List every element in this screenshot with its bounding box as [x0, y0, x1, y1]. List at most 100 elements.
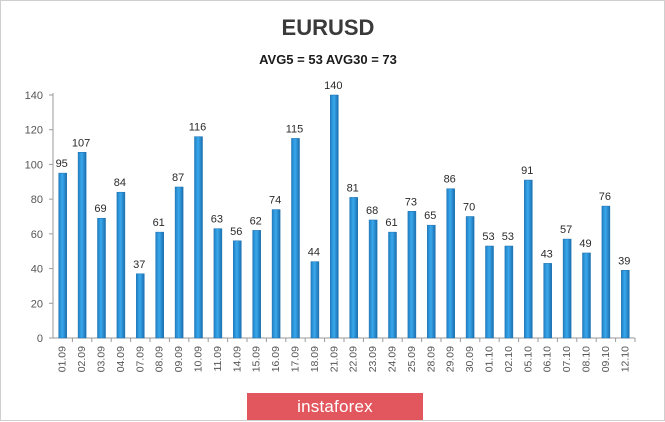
x-tick-label: 09.09	[173, 346, 185, 372]
data-label: 116	[189, 122, 207, 134]
data-label: 53	[502, 231, 514, 243]
data-label: 43	[541, 248, 553, 260]
data-label: 49	[579, 238, 591, 250]
x-tick-label: 24.09	[387, 346, 399, 372]
x-tick-label: 11.09	[212, 346, 224, 372]
bar	[233, 240, 242, 339]
data-label: 86	[444, 174, 456, 186]
bar	[582, 252, 591, 339]
chart-title: EURUSD	[282, 15, 375, 40]
x-tick-label: 04.09	[115, 346, 127, 372]
bar	[310, 261, 320, 339]
x-tick-label: 17.09	[290, 346, 302, 372]
bar	[213, 228, 223, 339]
y-tick-label: 20	[31, 298, 43, 310]
x-tick-label: 30.09	[464, 346, 476, 372]
bar	[601, 205, 611, 339]
data-label: 95	[56, 158, 68, 170]
x-tick-label: 09.10	[600, 346, 612, 372]
instaforex-watermark: instaforex	[247, 393, 423, 420]
x-tick-labels: 01.09 02.09 03.09 04.09 07.09 08.09 09.09 10.09…	[57, 346, 632, 372]
bar	[407, 211, 417, 339]
data-label: 73	[405, 196, 417, 208]
data-label: 115	[286, 123, 304, 135]
bar	[116, 191, 126, 339]
x-tick-label: 07.09	[134, 346, 146, 372]
axes	[49, 93, 636, 342]
x-tick-label: 18.09	[309, 346, 321, 372]
data-label: 91	[521, 165, 533, 177]
data-label: 74	[269, 195, 281, 207]
bar	[427, 224, 436, 339]
data-label: 87	[172, 172, 184, 184]
bar	[77, 152, 87, 339]
data-label: 44	[308, 247, 320, 259]
data-labels: 95 107 69 84 37 61 87 116 63 56 62 74 115 44 140 81 68 61…	[56, 80, 631, 271]
data-label: 76	[599, 191, 611, 203]
data-label: 69	[94, 203, 106, 215]
y-tick-label: 120	[25, 125, 43, 137]
bar	[368, 219, 378, 339]
bar	[446, 188, 455, 339]
x-tick-label: 05.10	[522, 346, 534, 372]
x-tick-label: 25.09	[406, 346, 418, 372]
bar	[524, 179, 533, 339]
data-label: 140	[324, 80, 342, 92]
x-tick-label: 12.10	[619, 346, 631, 372]
data-label: 70	[463, 202, 475, 214]
bar	[271, 209, 281, 339]
data-label: 53	[482, 231, 494, 243]
y-tick-label: 100	[25, 159, 43, 171]
data-label: 62	[250, 215, 262, 227]
bar	[388, 231, 397, 339]
y-tick-labels: 0 20 40 60 80 100 120 140	[25, 90, 43, 345]
x-tick-label: 01.10	[484, 346, 496, 372]
x-tick-label: 03.09	[96, 346, 108, 372]
y-tick-label: 0	[37, 333, 43, 345]
x-tick-label: 02.10	[503, 346, 515, 372]
bar	[562, 238, 572, 339]
bar	[194, 136, 203, 339]
data-label: 61	[153, 217, 165, 229]
data-label: 107	[72, 137, 90, 149]
data-label: 63	[211, 214, 223, 226]
bar	[330, 94, 339, 339]
data-label: 84	[114, 177, 126, 189]
x-tick-label: 10.09	[193, 346, 205, 372]
x-tick-label: 29.09	[445, 346, 457, 372]
data-label: 56	[230, 226, 242, 238]
bar	[349, 197, 358, 339]
bar	[504, 245, 514, 339]
data-label: 81	[347, 182, 359, 194]
x-tick-label: 14.09	[231, 346, 243, 372]
bar	[543, 263, 552, 339]
bar	[291, 138, 300, 339]
bar	[58, 172, 67, 339]
data-label: 39	[618, 255, 630, 267]
x-tick-label: 28.09	[425, 346, 437, 372]
x-tick-label: 06.10	[542, 346, 554, 372]
bars	[58, 94, 630, 339]
y-tick-label: 80	[31, 194, 43, 206]
x-tick-label: 02.09	[76, 346, 88, 372]
y-tick-label: 60	[31, 229, 43, 241]
x-tick-label: 08.09	[154, 346, 166, 372]
bar	[97, 217, 106, 339]
data-label: 37	[133, 259, 145, 271]
chart-subtitle: AVG5 = 53 AVG30 = 73	[259, 52, 397, 67]
bar	[465, 216, 475, 339]
bar	[252, 230, 261, 339]
y-tick-label: 140	[25, 90, 43, 102]
data-label: 65	[424, 210, 436, 222]
x-tick-label: 23.09	[367, 346, 379, 372]
x-tick-label: 07.10	[561, 346, 573, 372]
bar	[155, 231, 164, 339]
data-label: 68	[366, 205, 378, 217]
x-tick-label: 22.09	[348, 346, 360, 372]
x-tick-label: 01.09	[57, 346, 69, 372]
data-label: 61	[385, 217, 397, 229]
x-tick-label: 08.10	[581, 346, 593, 372]
x-tick-label: 15.09	[251, 346, 263, 372]
